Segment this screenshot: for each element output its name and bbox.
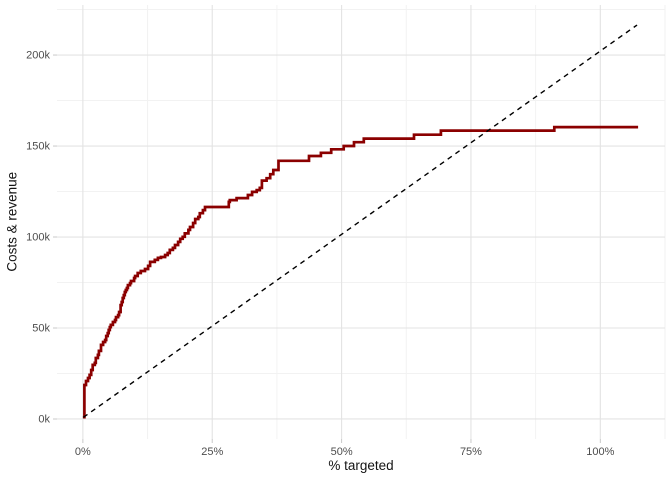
y-tick-label: 0k (38, 413, 50, 425)
y-tick-label: 150k (26, 141, 50, 153)
x-tick-label: 50% (331, 446, 353, 458)
y-tick-label: 100k (26, 232, 50, 244)
x-tick-label: 75% (460, 446, 482, 458)
y-tick-label: 50k (32, 322, 50, 334)
x-axis-title: % targeted (328, 458, 394, 473)
x-tick-label: 25% (201, 446, 223, 458)
x-tick-label: 100% (586, 446, 614, 458)
x-tick-label: 0% (75, 446, 91, 458)
y-tick-label: 200k (26, 50, 50, 62)
y-axis-title: Costs & revenue (4, 171, 20, 272)
cost-dashed-line (82, 24, 638, 418)
revenue-step-curve (82, 125, 639, 419)
